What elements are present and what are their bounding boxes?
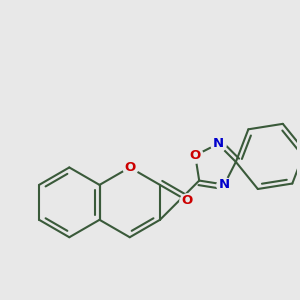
Text: O: O xyxy=(190,149,201,162)
Text: N: N xyxy=(219,178,230,191)
Text: N: N xyxy=(212,137,224,150)
Text: O: O xyxy=(124,161,135,174)
Text: O: O xyxy=(182,194,193,207)
